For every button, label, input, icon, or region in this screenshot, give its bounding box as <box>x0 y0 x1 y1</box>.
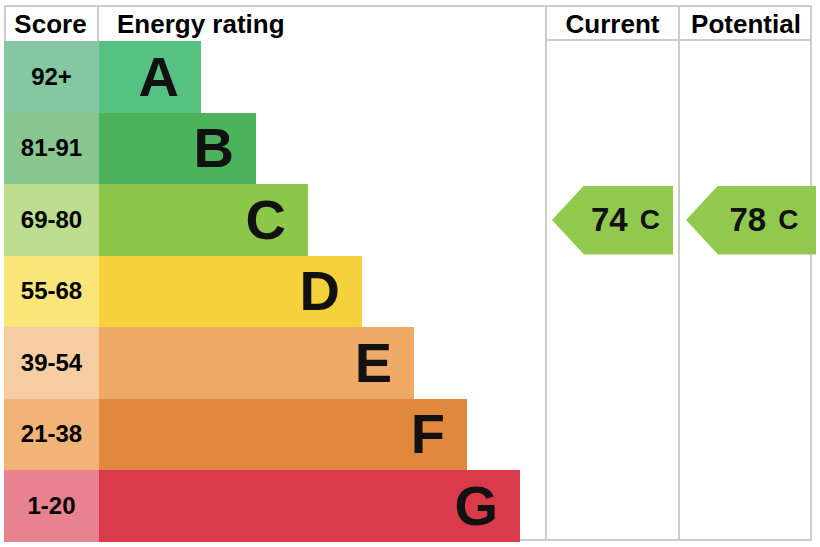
band-bar-C: C <box>99 184 308 256</box>
divider-current-potential <box>678 7 680 541</box>
header-potential: Potential <box>680 7 812 41</box>
band-score-range-F: 21-38 <box>4 399 99 471</box>
band-bar-D: D <box>99 256 362 328</box>
potential-rating-value: 78 <box>730 201 767 239</box>
band-score-range-D: 55-68 <box>4 256 99 328</box>
current-rating-band: C <box>640 204 660 236</box>
band-score-range-C: 69-80 <box>4 184 99 256</box>
header-score: Score <box>4 7 97 41</box>
band-bar-E: E <box>99 327 414 399</box>
band-row-D: 55-68D <box>4 256 545 328</box>
band-row-E: 39-54E <box>4 327 545 399</box>
band-bar-A: A <box>99 41 201 113</box>
band-row-A: 92+A <box>4 41 545 113</box>
band-row-B: 81-91B <box>4 113 545 185</box>
band-row-F: 21-38F <box>4 399 545 471</box>
band-bar-F: F <box>99 399 467 471</box>
current-rating-value: 74 <box>591 201 628 239</box>
band-row-C: 69-80C <box>4 184 545 256</box>
header-energy-rating: Energy rating <box>99 7 545 41</box>
epc-energy-rating-chart: Score Energy rating Current Potential 92… <box>0 0 820 547</box>
energy-band-rows: 92+A81-91B69-80C55-68D39-54E21-38F1-20G <box>4 41 545 541</box>
potential-rating-band: C <box>778 204 798 236</box>
band-score-range-A: 92+ <box>4 41 99 113</box>
divider-chart-current <box>545 7 547 541</box>
band-row-G: 1-20G <box>4 470 545 542</box>
band-score-range-B: 81-91 <box>4 113 99 185</box>
band-bar-G: G <box>99 470 520 542</box>
band-score-range-G: 1-20 <box>4 470 99 542</box>
band-score-range-E: 39-54 <box>4 327 99 399</box>
header-current: Current <box>547 7 678 41</box>
band-bar-B: B <box>99 113 256 185</box>
